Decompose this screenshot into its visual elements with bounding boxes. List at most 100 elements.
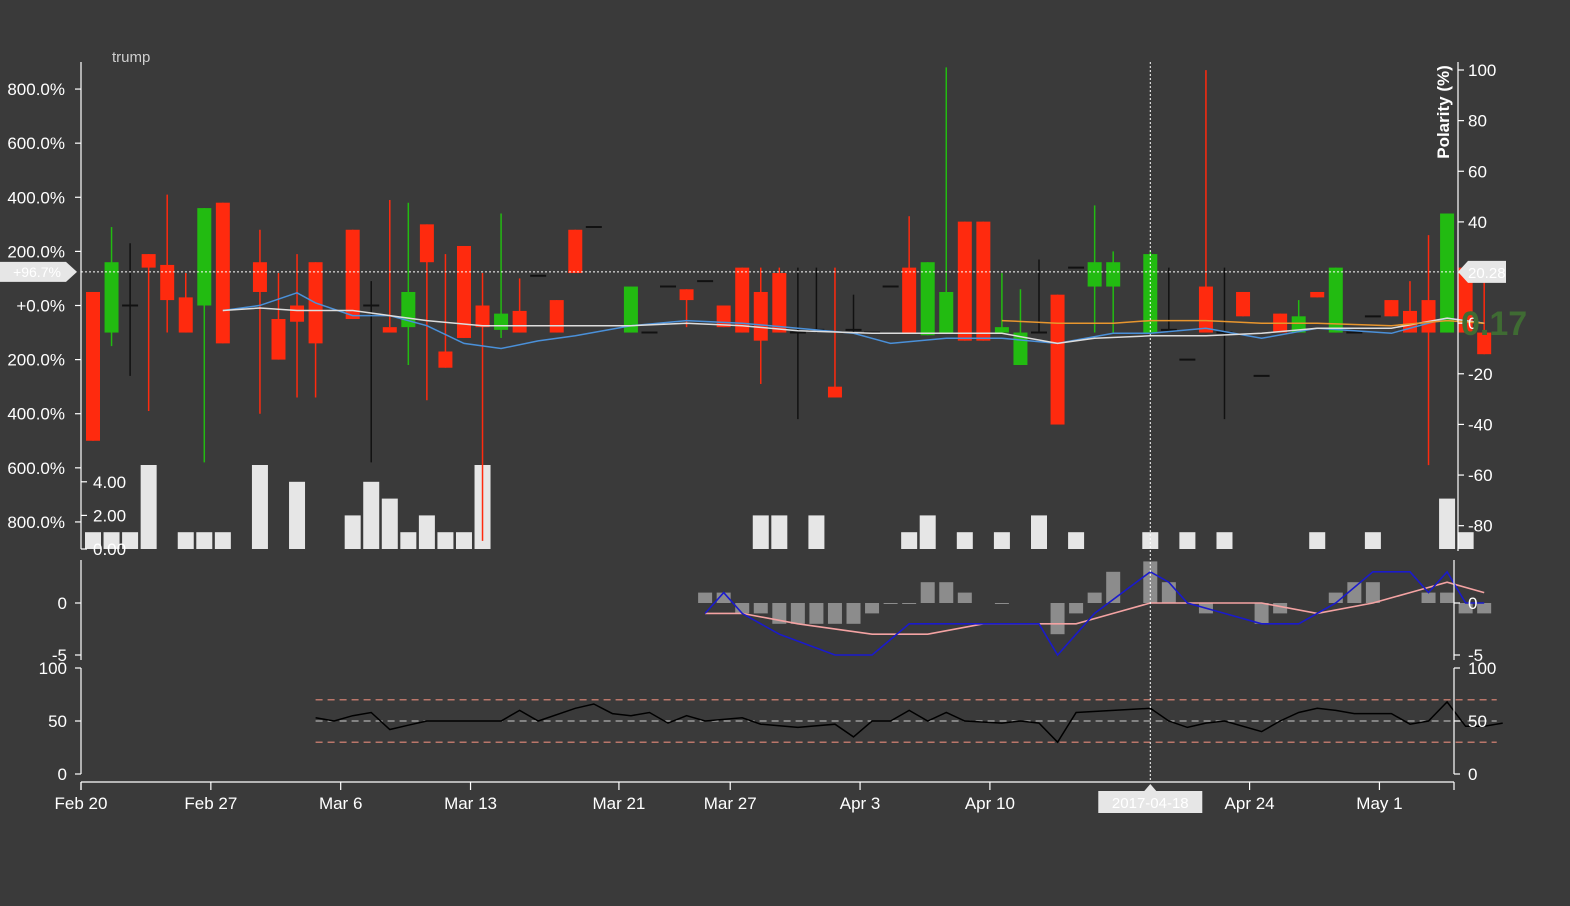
candle-body [1087,262,1102,287]
macd-histogram-bar [865,603,880,614]
volume-bar [214,532,231,549]
volume-bar [901,532,918,549]
crosshair-price-box [0,261,77,282]
candle-body [568,229,583,274]
macd-histogram-bar [772,603,787,624]
price-tick-label: +0.0% [16,297,65,316]
volume-bar [1216,532,1233,549]
volume-tick-label: 0.00 [93,540,126,559]
volume-bar [122,532,139,549]
polarity-tick-label: 100 [1468,61,1496,80]
volume-bar [251,465,268,549]
macd-histogram-bar [753,603,768,614]
candle-body [735,267,750,333]
polarity-tick-label: -20 [1468,365,1493,384]
macd-histogram-bar [939,582,954,603]
polarity-tick-label: 80 [1468,112,1487,131]
candle-body [623,286,638,333]
macd-histogram-bar [1050,603,1065,635]
macd-histogram-bar [1087,592,1102,603]
polarity-tick-label: -80 [1468,517,1493,536]
x-tick-label: Mar 13 [444,794,497,813]
volume-bar [956,532,973,549]
x-tick-label: Mar 6 [319,794,362,813]
macd-tick-label: 0 [1468,594,1477,613]
candle-body [1310,291,1325,298]
candle-body [271,319,286,360]
macd-histogram-bar [698,592,713,603]
price-tick-label: 400.0% [7,188,65,207]
candle-body [827,386,842,398]
candle-body [456,245,471,338]
price-tick-label: 600.0% [7,459,65,478]
moving-average-line [222,291,1485,350]
candle-body [920,262,935,336]
volume-bar [808,515,825,549]
symbol-label: trump [112,49,150,66]
candle-body [549,300,564,333]
candle-body [1143,254,1158,333]
candle-body [419,224,434,263]
macd-histogram-bar [883,603,898,604]
volume-bar [1309,532,1326,549]
candle-body [104,262,119,333]
candle-body [160,264,175,301]
volume-bar [1031,515,1048,549]
candle-body [994,327,1009,333]
volume-tick-label: 4.00 [93,473,126,492]
rsi-tick-label: 0 [1468,765,1477,784]
candle-body [290,305,305,322]
rsi-tick-label: 0 [58,765,67,784]
polarity-axis-title: Polarity (%) [1434,65,1453,159]
macd-tick-label: -5 [1468,646,1483,665]
moving-average-line [1001,319,1485,327]
candle-body [772,273,787,333]
polarity-tick-label: 0 [1468,314,1477,333]
candle-body [1458,267,1473,333]
candle-body [902,267,917,333]
volume-bar [771,515,788,549]
macd-histogram-bar [1069,603,1084,614]
candle-body [494,313,509,330]
price-tick-label: 400.0% [7,405,65,424]
macd-histogram-bar [809,603,824,624]
macd-histogram-bar [1254,603,1269,624]
volume-bar [1068,532,1085,549]
candle-body [1421,300,1436,333]
candle-body [679,289,694,301]
polarity-tick-label: -60 [1468,466,1493,485]
x-tick-label: Mar 21 [592,794,645,813]
candle-body [1384,300,1399,317]
candle-body [475,305,490,328]
candle-body [1477,332,1492,355]
x-tick-label: Feb 27 [184,794,237,813]
candle-body [753,291,768,341]
price-tick-label: 600.0% [7,134,65,153]
rsi-line [315,700,1503,744]
x-tick-label: Mar 27 [704,794,757,813]
price-tick-label: 800.0% [7,80,65,99]
candle-body [512,310,527,333]
candle-body [1291,316,1306,333]
macd-histogram-bar [1458,603,1473,614]
rsi-tick-label: 50 [48,712,67,731]
volume-bar [85,532,101,549]
crosshair-polarity-label: 20.28 [1468,265,1506,282]
candle-body [1236,291,1251,317]
x-tick-label: Apr 10 [965,794,1015,813]
macd-histogram-bar [790,603,805,624]
macd-signal-line [705,581,1485,635]
volume-bar [363,481,380,549]
candle-body [345,229,360,320]
volume-bar [1439,498,1456,549]
volume-bar [1179,532,1196,549]
candle-body [197,208,212,306]
candle-body [939,291,954,333]
x-tick-label: May 1 [1356,794,1402,813]
macd-histogram-bar [1365,582,1380,603]
candle-body [957,221,972,341]
crosshair-date-label: 2017-04-18 [1112,795,1189,812]
candle-body [178,297,193,333]
candle-body [252,262,267,292]
